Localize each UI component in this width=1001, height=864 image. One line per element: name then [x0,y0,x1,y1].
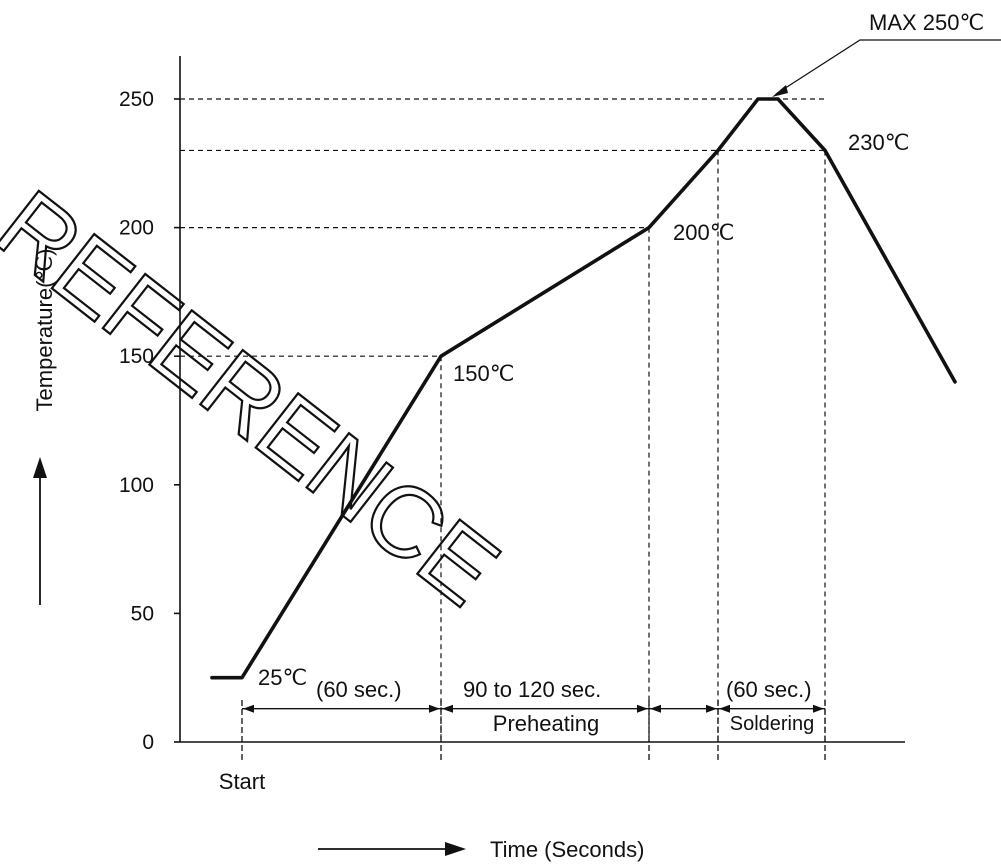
segment-1-label: (60 sec.) [316,677,402,702]
max-leader-arrowhead [772,85,788,97]
bracket-arrowhead [429,704,440,713]
y-tick-label: 50 [131,602,154,625]
y-tick-label: 150 [119,345,154,368]
segment-3-label: (60 sec.) [726,677,812,702]
reference-watermark: REFERENCE [0,169,517,626]
label-25c: 25℃ [258,665,307,690]
y-tick-label: 250 [119,88,154,111]
y-axis-arrow-head [33,457,47,478]
label-230c: 230℃ [848,130,909,155]
bracket-arrowhead [813,704,824,713]
x-axis-title: Time (Seconds) [490,837,644,862]
bracket-arrowhead [706,704,717,713]
bracket-arrowhead [650,704,661,713]
soldering-label: Soldering [730,713,815,735]
y-tick-label: 100 [119,474,154,497]
segment-2-label: 90 to 120 sec. [463,677,601,702]
max-leader-line [775,39,1001,95]
plot-area [210,97,957,680]
label-150c: 150℃ [453,361,514,386]
bracket-arrowhead [442,704,453,713]
y-tick-label: 200 [119,217,154,240]
label-200c: 200℃ [673,220,734,245]
guide-lines [180,98,826,760]
max-temp-label: MAX 250℃ [869,10,984,35]
bracket-arrowhead [719,704,730,713]
temperature-profile-line [210,97,957,680]
x-axis-arrow-head [445,842,466,856]
bracket-arrowhead [243,704,254,713]
y-tick-label: 0 [142,731,154,754]
bracket-arrowhead [637,704,648,713]
preheating-label: Preheating [493,711,599,736]
start-label: Start [219,769,265,794]
y-axis-ticks: 0 50 100 150 200 250 [119,88,180,754]
y-axis-title: Temperature(℃) [32,249,57,412]
